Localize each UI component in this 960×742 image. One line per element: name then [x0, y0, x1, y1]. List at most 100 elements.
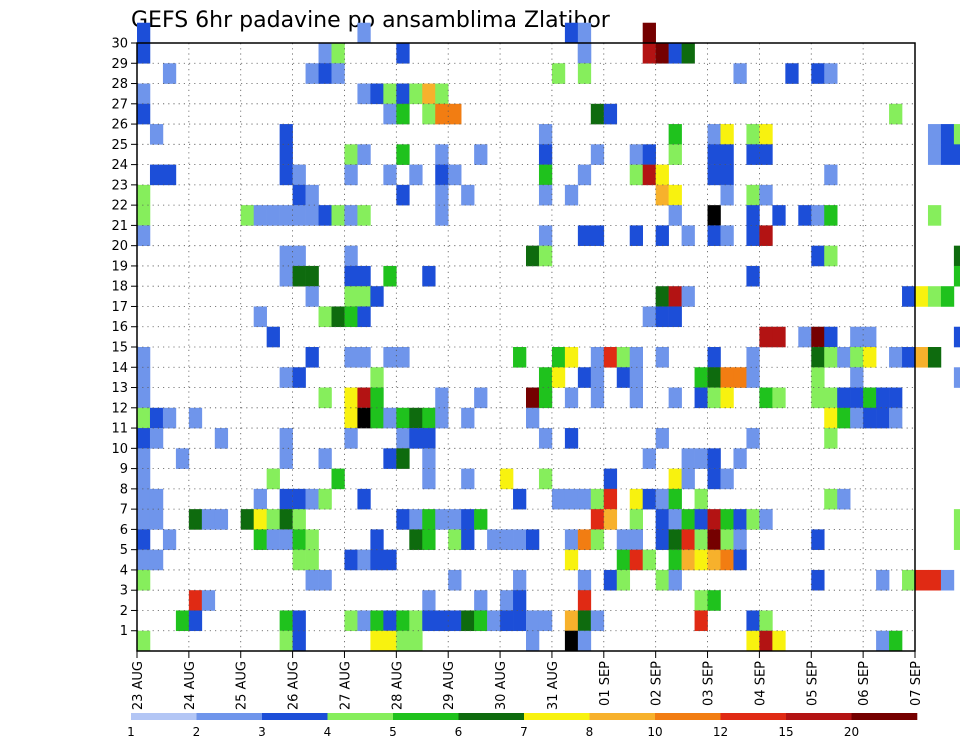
- heatmap-cell: [629, 509, 643, 530]
- heatmap-cell: [305, 265, 319, 287]
- heatmap-cell: [149, 549, 164, 571]
- heatmap-cell: [824, 326, 838, 348]
- heatmap-cell: [318, 448, 332, 469]
- heatmap-cell: [344, 265, 358, 287]
- heatmap-cell: [240, 509, 254, 530]
- colorbar-swatch: [393, 713, 459, 720]
- heatmap-cell: [137, 407, 151, 429]
- heatmap-cell: [655, 225, 669, 246]
- heatmap-cell: [746, 367, 760, 388]
- y-tick-label: 6: [120, 523, 128, 538]
- heatmap-cell: [292, 630, 306, 652]
- heatmap-cell: [694, 387, 708, 409]
- heatmap-cell: [370, 83, 384, 105]
- heatmap-cell: [577, 43, 592, 64]
- heatmap-cell: [279, 164, 293, 186]
- heatmap-cell: [149, 407, 164, 429]
- heatmap-cell: [668, 468, 682, 490]
- heatmap-cell: [357, 265, 371, 287]
- heatmap-cell: [487, 529, 501, 550]
- heatmap-cell: [564, 347, 579, 368]
- heatmap-cell: [279, 509, 293, 530]
- heatmap-cell: [681, 448, 695, 469]
- heatmap-cell: [344, 286, 358, 307]
- heatmap-cell: [668, 205, 682, 226]
- heatmap-cell: [279, 428, 293, 449]
- heatmap-cell: [564, 428, 579, 449]
- heatmap-cell: [396, 103, 410, 125]
- heatmap-cell: [551, 347, 566, 368]
- heatmap-cell: [694, 590, 708, 611]
- heatmap-cell: [162, 164, 177, 186]
- heatmap-cell: [707, 205, 721, 226]
- heatmap-cell: [305, 286, 319, 307]
- heatmap-cell: [422, 610, 436, 632]
- heatmap-cell: [668, 549, 682, 571]
- heatmap-cell: [564, 630, 579, 652]
- heatmap-cell: [915, 286, 929, 307]
- heatmap-cell: [577, 529, 592, 550]
- heatmap-cell: [655, 43, 669, 64]
- heatmap-cell: [538, 468, 553, 490]
- heatmap-cell: [396, 184, 410, 206]
- heatmap-cell: [279, 610, 293, 632]
- heatmap-cell: [746, 428, 760, 449]
- heatmap-cell: [720, 124, 734, 145]
- x-tick-label: 25 AUG: [235, 661, 250, 710]
- heatmap-cell: [668, 488, 682, 510]
- heatmap-cell: [603, 468, 618, 490]
- heatmap-cell: [590, 103, 605, 125]
- heatmap-cell: [422, 468, 436, 490]
- heatmap-cell: [435, 387, 449, 409]
- heatmap-cell: [370, 610, 384, 632]
- heatmap-cell: [642, 306, 656, 328]
- heatmap-cell: [603, 509, 618, 530]
- colorbar-label: 7: [520, 725, 528, 739]
- colorbar-label: 4: [324, 725, 332, 739]
- heatmap-cell: [953, 509, 960, 530]
- heatmap-cell: [811, 245, 825, 267]
- heatmap-cell: [720, 144, 734, 165]
- heatmap-cell: [655, 306, 669, 328]
- heatmap-cell: [603, 103, 618, 125]
- heatmap-cell: [824, 428, 838, 449]
- heatmap-cell: [564, 529, 579, 550]
- heatmap-cell: [746, 347, 760, 368]
- heatmap-cell: [577, 630, 592, 652]
- heatmap-cell: [513, 347, 527, 368]
- heatmap-cell: [292, 205, 306, 226]
- heatmap-cell: [759, 509, 773, 530]
- heatmap-cell: [668, 387, 682, 409]
- heatmap-cell: [383, 549, 397, 571]
- heatmap-cell: [940, 569, 955, 591]
- heatmap-cell: [707, 225, 721, 246]
- heatmap-cell: [396, 347, 410, 368]
- heatmap-cell: [577, 569, 592, 591]
- heatmap-cell: [526, 407, 540, 429]
- heatmap-cell: [746, 610, 760, 632]
- heatmap-cell: [590, 144, 605, 165]
- heatmap-cell: [733, 549, 747, 571]
- heatmap-cell: [526, 245, 540, 267]
- heatmap-cell: [953, 367, 960, 388]
- heatmap-cell: [500, 468, 514, 490]
- heatmap-cell: [448, 569, 462, 591]
- heatmap-cell: [603, 347, 618, 368]
- heatmap-cell: [513, 590, 527, 611]
- heatmap-cell: [694, 509, 708, 530]
- heatmap-cell: [902, 286, 916, 307]
- heatmap-cell: [474, 387, 488, 409]
- heatmap-cell: [435, 164, 449, 186]
- heatmap-cell: [876, 630, 890, 652]
- heatmap-cell: [461, 184, 475, 206]
- heatmap-cell: [344, 164, 358, 186]
- heatmap-cell: [409, 610, 423, 632]
- heatmap-cell: [707, 549, 721, 571]
- heatmap-cell: [642, 43, 656, 64]
- heatmap-cell: [759, 387, 773, 409]
- heatmap-cell: [175, 448, 190, 469]
- heatmap-cell: [279, 630, 293, 652]
- heatmap-cell: [655, 529, 669, 550]
- heatmap-cell: [642, 164, 656, 186]
- heatmap-cell: [357, 407, 371, 429]
